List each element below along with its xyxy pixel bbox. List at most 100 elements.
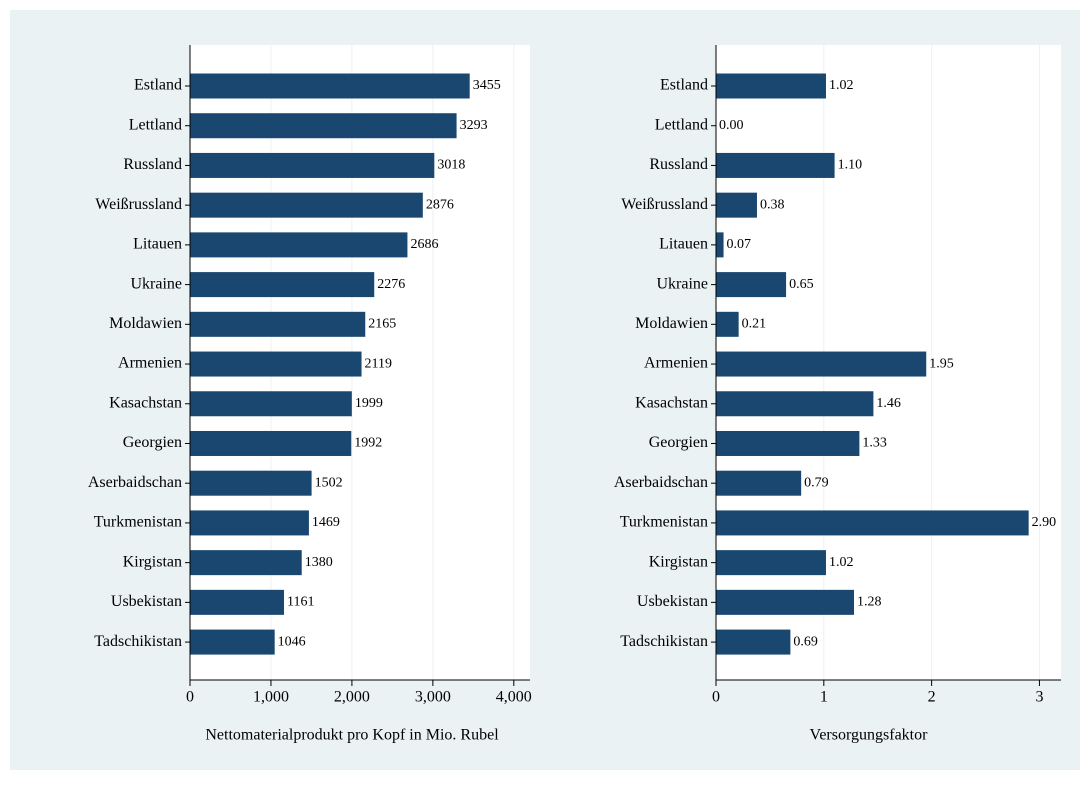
- value-label: 2119: [365, 356, 392, 371]
- y-tick-label: Georgien: [123, 434, 182, 451]
- y-tick-label: Ukraine: [656, 275, 708, 292]
- y-tick-label: Russland: [649, 156, 708, 173]
- bar: [716, 152, 835, 178]
- x-tick-label: 1: [820, 689, 828, 706]
- x-tick-label: 2: [928, 689, 936, 706]
- bar: [190, 550, 302, 576]
- value-label: 1.10: [838, 158, 863, 173]
- y-tick-label: Kirgistan: [649, 553, 708, 570]
- bar: [190, 430, 352, 456]
- bar: [190, 232, 408, 258]
- value-label: 0.21: [742, 317, 767, 332]
- y-tick-label: Georgien: [649, 434, 708, 451]
- value-label: 1469: [312, 515, 340, 530]
- value-label: 1380: [305, 555, 333, 570]
- x-tick-label: 0: [186, 689, 194, 706]
- y-tick-label: Tadschikistan: [94, 633, 182, 650]
- bar: [716, 589, 854, 615]
- bar: [716, 192, 757, 218]
- y-tick-label: Weißrussland: [95, 196, 182, 213]
- value-label: 0.69: [793, 634, 818, 649]
- value-label: 1999: [355, 396, 383, 411]
- value-label: 2165: [368, 317, 396, 332]
- bar: [190, 311, 366, 337]
- bar: [190, 272, 375, 298]
- y-tick-label: Lettland: [655, 116, 708, 133]
- x-tick-label: 3: [1035, 689, 1043, 706]
- value-label: 1502: [315, 475, 343, 490]
- x-tick-label: 3,000: [415, 689, 451, 706]
- y-tick-label: Usbekistan: [637, 593, 708, 610]
- x-axis-label: Nettomaterialprodukt pro Kopf in Mio. Ru…: [205, 727, 499, 744]
- y-tick-label: Weißrussland: [621, 196, 708, 213]
- bar: [190, 351, 362, 377]
- y-tick-label: Turkmenistan: [620, 514, 708, 531]
- y-tick-label: Estland: [660, 77, 708, 94]
- y-tick-label: Kasachstan: [109, 394, 182, 411]
- value-label: 1046: [278, 634, 306, 649]
- value-label: 1.02: [829, 555, 854, 570]
- x-tick-label: 2,000: [334, 689, 370, 706]
- y-tick-label: Moldawien: [109, 315, 182, 332]
- y-tick-label: Litauen: [133, 236, 182, 253]
- value-label: 2686: [410, 237, 438, 252]
- value-label: 1992: [354, 436, 382, 451]
- value-label: 2.90: [1032, 515, 1057, 530]
- value-label: 0.07: [727, 237, 752, 252]
- bar: [716, 510, 1029, 536]
- y-tick-label: Aserbaidschan: [614, 474, 708, 491]
- y-tick-label: Estland: [134, 77, 182, 94]
- value-label: 1.33: [862, 436, 887, 451]
- value-label: 3293: [460, 118, 488, 133]
- bar: [190, 152, 435, 178]
- y-tick-label: Lettland: [129, 116, 182, 133]
- x-tick-label: 1,000: [253, 689, 289, 706]
- value-label: 1.46: [876, 396, 901, 411]
- y-tick-label: Armenien: [118, 355, 182, 372]
- value-label: 0.65: [789, 277, 814, 292]
- y-tick-label: Kirgistan: [123, 553, 182, 570]
- value-label: 3455: [473, 78, 501, 93]
- value-label: 1.02: [829, 78, 854, 93]
- bar: [716, 232, 724, 258]
- value-label: 3018: [437, 158, 465, 173]
- x-tick-label: 0: [712, 689, 720, 706]
- bar: [716, 391, 874, 417]
- y-tick-label: Tadschikistan: [620, 633, 708, 650]
- value-label: 1.28: [857, 595, 882, 610]
- y-tick-label: Kasachstan: [635, 394, 708, 411]
- bar: [190, 192, 423, 218]
- bar: [716, 470, 802, 496]
- bar: [716, 351, 927, 377]
- bar: [716, 73, 826, 99]
- bar: [716, 629, 791, 655]
- x-axis-label: Versorgungsfaktor: [810, 727, 929, 744]
- y-tick-label: Ukraine: [130, 275, 182, 292]
- y-tick-label: Usbekistan: [111, 593, 182, 610]
- bar: [190, 629, 275, 655]
- y-tick-label: Aserbaidschan: [88, 474, 182, 491]
- value-label: 0.79: [804, 475, 829, 490]
- bar: [190, 73, 470, 99]
- bar: [716, 430, 860, 456]
- bar: [190, 391, 352, 417]
- bar: [716, 550, 826, 576]
- y-tick-label: Litauen: [659, 236, 708, 253]
- value-label: 0.00: [719, 118, 744, 133]
- bar: [190, 510, 309, 536]
- bar: [716, 272, 787, 298]
- y-tick-label: Turkmenistan: [94, 514, 182, 531]
- value-label: 0.38: [760, 197, 785, 212]
- value-label: 1161: [287, 595, 314, 610]
- y-tick-label: Armenien: [644, 355, 708, 372]
- bar: [716, 311, 739, 337]
- y-tick-label: Russland: [123, 156, 182, 173]
- y-tick-label: Moldawien: [635, 315, 708, 332]
- bar: [190, 113, 457, 139]
- value-label: 2276: [377, 277, 405, 292]
- value-label: 2876: [426, 197, 454, 212]
- value-label: 1.95: [929, 356, 954, 371]
- bar: [190, 470, 312, 496]
- x-tick-label: 4,000: [496, 689, 532, 706]
